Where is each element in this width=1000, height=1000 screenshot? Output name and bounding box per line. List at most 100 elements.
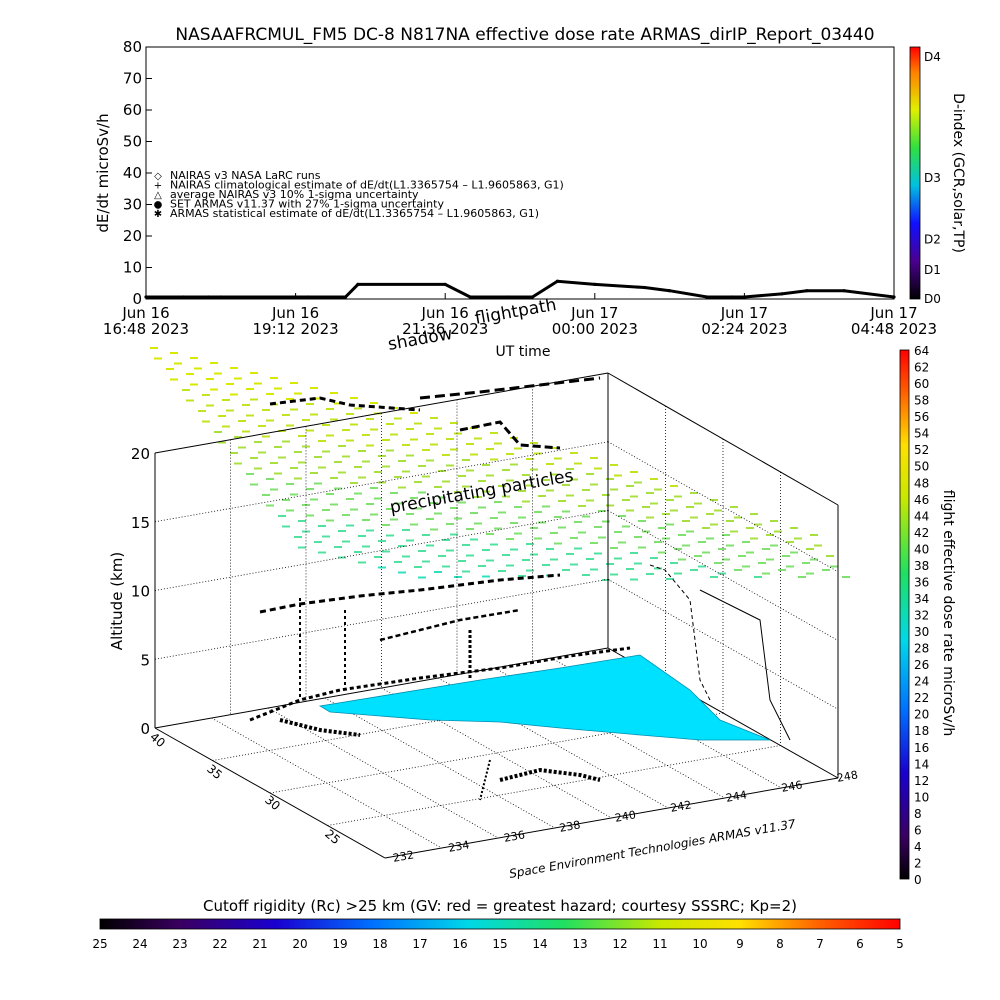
rigidity-tick-label: 19 bbox=[332, 937, 347, 951]
longitude-tick-label: 238 bbox=[558, 818, 581, 834]
dose-tick-label: 18 bbox=[914, 724, 929, 738]
longitude-tick-label: 236 bbox=[503, 828, 526, 844]
grid-line bbox=[324, 697, 556, 829]
rigidity-tick-label: 21 bbox=[252, 937, 267, 951]
top-x-tick-day: Jun 16 bbox=[421, 304, 469, 322]
dose-tick-label: 62 bbox=[914, 361, 929, 375]
rigidity-tick-label: 5 bbox=[896, 937, 904, 951]
dose-tick-label: 54 bbox=[914, 427, 929, 441]
top-x-tick-time: 04:48 2023 bbox=[851, 320, 937, 338]
latitude-ticks: 25 30 35 40 bbox=[147, 730, 343, 848]
rigidity-tick-label: 10 bbox=[692, 937, 707, 951]
longitude-tick-label: 240 bbox=[614, 808, 637, 824]
dose-rate-point bbox=[306, 295, 310, 299]
dose-tick-label: 6 bbox=[914, 823, 922, 837]
flightpath-label: flightpath bbox=[473, 295, 558, 329]
top-x-axis-label: UT time bbox=[496, 344, 551, 360]
rigidity-tick-label: 13 bbox=[572, 937, 587, 951]
top-x-tick-day: Jun 16 bbox=[121, 304, 169, 322]
dose-tick-label: 20 bbox=[914, 708, 929, 722]
dose-tick-label: 40 bbox=[914, 542, 929, 556]
rigidity-tick-label: 12 bbox=[612, 937, 627, 951]
dose-colorbar-label: flight effective dose rate microSv/h bbox=[940, 490, 956, 736]
altitude-tick-label: 5 bbox=[140, 651, 150, 669]
rigidity-title: Cutoff rigidity (Rc) >25 km (GV: red = g… bbox=[203, 897, 797, 915]
altitude-axis-label: Altitude (km) bbox=[108, 552, 126, 650]
legend-entry: NAIRAS v3 NASA LaRC runs bbox=[170, 169, 321, 182]
longitude-tick-label: 234 bbox=[447, 838, 470, 854]
dose-tick-label: 24 bbox=[914, 675, 929, 689]
dose-tick-label: 34 bbox=[914, 592, 929, 606]
top-x-tick-day: Jun 17 bbox=[570, 304, 618, 322]
top-y-ticks: 0 10 20 30 40 50 60 70 80 bbox=[123, 38, 152, 308]
dindex-tick-label: D4 bbox=[924, 50, 941, 64]
top-x-tick-time: 00:00 2023 bbox=[552, 320, 638, 338]
grid-line bbox=[437, 677, 669, 809]
grid-line bbox=[381, 687, 612, 819]
rigidity-tick-label: 6 bbox=[856, 937, 864, 951]
grid-line bbox=[268, 707, 499, 839]
dose-rate-point bbox=[144, 295, 148, 299]
dose-tick-label: 48 bbox=[914, 476, 929, 490]
dose-tick-label: 44 bbox=[914, 509, 929, 523]
precipitating-particles-label: precipitating particles bbox=[388, 466, 575, 518]
dose-tick-label: 28 bbox=[914, 642, 929, 656]
dindex-label: D-index (GCR,solar,TP) bbox=[950, 93, 966, 253]
dose-tick-label: 64 bbox=[914, 344, 929, 358]
dose-rate-point bbox=[730, 295, 734, 299]
shadow-label: shadow bbox=[386, 324, 454, 355]
dose-rate-point bbox=[294, 295, 298, 299]
grid-line bbox=[607, 578, 839, 710]
top-x-tick-time: 16:48 2023 bbox=[103, 320, 189, 338]
top-y-tick-label: 60 bbox=[123, 101, 142, 119]
top-y-tick-label: 40 bbox=[123, 164, 142, 182]
dose-tick-label: 4 bbox=[914, 840, 922, 854]
rigidity-tick-label: 7 bbox=[816, 937, 824, 951]
rigidity-tick-label: 24 bbox=[132, 937, 147, 951]
flight-track bbox=[249, 376, 791, 801]
top-x-tick-time: 21:36 2023 bbox=[402, 320, 488, 338]
rigidity-tick-label: 22 bbox=[212, 937, 227, 951]
longitude-tick-label: 244 bbox=[725, 788, 748, 804]
top-legend: ◇ NAIRAS v3 NASA LaRC runs + NAIRAS climato… bbox=[154, 169, 564, 220]
top-y-tick-label: 50 bbox=[123, 133, 142, 151]
latitude-tick-label: 35 bbox=[204, 762, 225, 783]
top-y-tick-label: 10 bbox=[123, 259, 142, 277]
dose-rate-point bbox=[842, 289, 846, 293]
dose-tick-label: 2 bbox=[914, 856, 922, 870]
dose-rate-point bbox=[343, 295, 348, 299]
longitude-tick-label: 246 bbox=[780, 778, 803, 794]
top-y-tick-label: 30 bbox=[123, 196, 142, 214]
altitude-tick-label: 20 bbox=[131, 445, 150, 463]
top-y-tick-label: 20 bbox=[123, 227, 142, 245]
legend-symbol: ◇ bbox=[154, 171, 162, 182]
legend-symbol: △ bbox=[154, 190, 162, 201]
longitude-tick-label: 242 bbox=[669, 798, 692, 814]
latitude-tick-label: 40 bbox=[147, 730, 168, 751]
legend-entry: NAIRAS climatological estimate of dE/dt(… bbox=[170, 179, 564, 192]
rigidity-colorbar bbox=[99, 918, 901, 930]
dose-tick-label: 8 bbox=[914, 807, 922, 821]
dose-rate-point bbox=[206, 295, 210, 299]
rigidity-tick-label: 17 bbox=[412, 937, 427, 951]
legend-symbol: ● bbox=[154, 200, 163, 211]
longitude-ticks: 232 234 236 238 240 242 244 246 248 bbox=[392, 768, 859, 864]
top-y-tick-label: 80 bbox=[123, 38, 142, 56]
dose-tick-label: 38 bbox=[914, 559, 929, 573]
3d-grid bbox=[154, 386, 839, 849]
dindex-tick-label: D3 bbox=[924, 171, 941, 185]
rigidity-tick-label: 9 bbox=[736, 937, 744, 951]
legend-symbol: ✱ bbox=[154, 209, 162, 220]
altitude-ticks: 0 5 10 15 20 bbox=[131, 445, 150, 738]
dose-colorbar bbox=[899, 349, 910, 880]
dose-tick-label: 22 bbox=[914, 691, 929, 705]
dose-tick-label: 58 bbox=[914, 394, 929, 408]
dose-tick-label: 10 bbox=[914, 790, 929, 804]
legend-symbol: + bbox=[154, 181, 162, 192]
dose-rate-point bbox=[530, 295, 535, 299]
legend-entry: average NAIRAS v3 10% 1-sigma uncertaint… bbox=[170, 188, 419, 201]
dose-rate-point bbox=[443, 282, 447, 286]
rigidity-tick-label: 15 bbox=[492, 937, 507, 951]
top-x-tick-time: 02:24 2023 bbox=[701, 320, 787, 338]
